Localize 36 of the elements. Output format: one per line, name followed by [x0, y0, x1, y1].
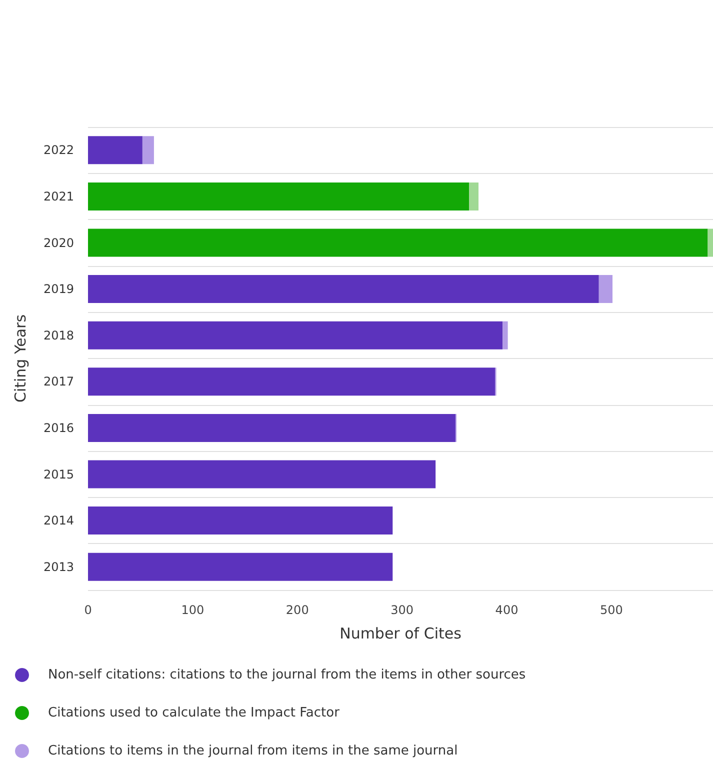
bar [88, 460, 436, 488]
legend-label: Citations to items in the journal from items in the same journal [48, 744, 458, 758]
bar [708, 228, 713, 257]
x-tick-label: 200 [286, 603, 309, 617]
x-tick-label: 400 [495, 603, 518, 617]
y-tick-label: 2021 [43, 189, 74, 204]
y-tick-label: 2013 [43, 560, 74, 574]
bar [88, 275, 599, 304]
x-tick-label: 300 [390, 603, 414, 617]
bar [88, 552, 393, 581]
x-tick-label: 0 [84, 603, 92, 617]
bar [598, 275, 612, 304]
legend-label: Citations used to calculate the Impact Factor [48, 706, 340, 720]
bar [88, 136, 142, 164]
x-tick-label: 500 [600, 603, 623, 617]
y-tick-label: 2016 [43, 420, 74, 435]
y-axis-title: Citing Years [12, 314, 30, 403]
y-tick-label: 2014 [43, 514, 74, 528]
y-tick-label: 2020 [43, 236, 74, 250]
y-tick-label: 2015 [43, 467, 74, 482]
legend-label: Non-self citations: citations to the journal from the items in other sources [48, 668, 526, 682]
bar [502, 321, 508, 350]
y-tick-label: 2019 [43, 282, 74, 296]
bar [88, 414, 456, 442]
bar [88, 228, 708, 257]
bar [88, 506, 393, 535]
bar [142, 136, 154, 164]
bar [88, 368, 496, 396]
x-axis-title: Number of Cites [340, 624, 462, 642]
x-tick-label: 100 [181, 603, 204, 617]
bar [88, 182, 470, 210]
y-tick-label: 2018 [43, 328, 74, 342]
bar [469, 182, 478, 210]
y-tick-label: 2017 [43, 374, 74, 389]
bar [88, 321, 503, 350]
y-tick-label: 2022 [43, 143, 74, 158]
